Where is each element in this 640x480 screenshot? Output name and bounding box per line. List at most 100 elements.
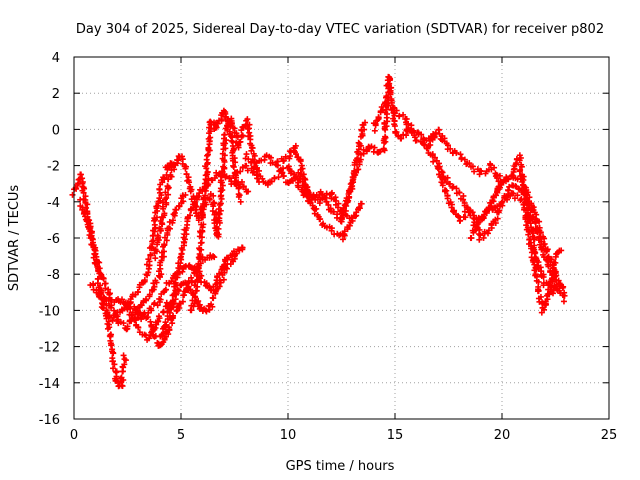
- data-point: [223, 113, 230, 120]
- data-point: [451, 207, 458, 214]
- data-point: [541, 306, 548, 313]
- data-point: [299, 175, 306, 182]
- data-point: [529, 245, 536, 252]
- data-point: [469, 163, 476, 170]
- data-point: [386, 80, 393, 87]
- data-point: [215, 206, 222, 213]
- data-point: [188, 277, 195, 284]
- data-point: [151, 333, 158, 340]
- data-point: [438, 168, 445, 175]
- data-point: [408, 122, 415, 129]
- data-point: [172, 279, 179, 286]
- data-point: [169, 217, 176, 224]
- data-point: [323, 198, 330, 205]
- data-point: [205, 144, 212, 151]
- data-point: [476, 236, 483, 243]
- data-point: [234, 142, 241, 149]
- data-point: [171, 280, 178, 287]
- data-point: [139, 313, 146, 320]
- data-point: [179, 246, 186, 253]
- y-tick-label: -10: [39, 304, 60, 319]
- data-point: [210, 192, 217, 199]
- data-point: [505, 187, 512, 194]
- data-point: [120, 320, 127, 327]
- data-point: [340, 212, 347, 219]
- data-point: [223, 137, 230, 144]
- data-point: [97, 290, 104, 297]
- data-point: [186, 212, 193, 219]
- data-point: [237, 198, 244, 205]
- data-point: [239, 132, 246, 139]
- data-point: [222, 140, 229, 147]
- data-point: [228, 137, 235, 144]
- data-point: [167, 172, 174, 179]
- data-point: [186, 179, 193, 186]
- y-tick-label: -16: [39, 413, 60, 428]
- data-point: [98, 304, 105, 311]
- data-point: [177, 260, 184, 267]
- data-point: [248, 147, 255, 154]
- data-point: [461, 156, 468, 163]
- data-point: [112, 312, 119, 319]
- data-point: [470, 212, 477, 219]
- data-point: [196, 245, 203, 252]
- data-point: [187, 286, 194, 293]
- data-point: [295, 184, 302, 191]
- data-point: [243, 162, 250, 169]
- series-track-p: [370, 99, 506, 186]
- data-point: [236, 139, 243, 146]
- data-point: [104, 325, 111, 332]
- data-point: [161, 335, 168, 342]
- data-point: [297, 158, 304, 165]
- data-point: [82, 213, 89, 220]
- data-point: [126, 300, 133, 307]
- data-point: [221, 158, 228, 165]
- data-point: [382, 133, 389, 140]
- data-point: [360, 146, 367, 153]
- data-point: [485, 230, 492, 237]
- data-point: [557, 281, 564, 288]
- data-point: [178, 251, 185, 258]
- data-point: [499, 198, 506, 205]
- data-point: [120, 364, 127, 371]
- data-point: [543, 248, 550, 255]
- data-point: [255, 167, 262, 174]
- data-point: [494, 203, 501, 210]
- data-point: [397, 135, 404, 142]
- y-tick-label: 0: [52, 123, 60, 138]
- data-point: [202, 187, 209, 194]
- data-point: [297, 166, 304, 173]
- data-point: [226, 131, 233, 138]
- y-tick-label: -8: [47, 268, 60, 283]
- data-point: [380, 145, 387, 152]
- data-point: [481, 211, 488, 218]
- data-point: [244, 167, 251, 174]
- data-point: [89, 236, 96, 243]
- data-point: [176, 269, 183, 276]
- data-point: [493, 174, 500, 181]
- data-point: [156, 195, 163, 202]
- data-point: [355, 157, 362, 164]
- data-point: [500, 178, 507, 185]
- data-point: [292, 150, 299, 157]
- data-point: [121, 356, 128, 363]
- data-point: [170, 312, 177, 319]
- data-point: [199, 211, 206, 218]
- data-point: [287, 170, 294, 177]
- y-tick-label: -4: [47, 196, 60, 211]
- data-point: [86, 225, 93, 232]
- data-point: [215, 225, 222, 232]
- data-point: [521, 191, 528, 198]
- data-point: [145, 256, 152, 263]
- data-point: [96, 259, 103, 266]
- data-point: [180, 239, 187, 246]
- data-point: [77, 171, 84, 178]
- data-point: [456, 189, 463, 196]
- data-point: [308, 196, 315, 203]
- data-point: [233, 250, 240, 257]
- data-point: [162, 286, 169, 293]
- data-point: [243, 188, 250, 195]
- data-point: [377, 148, 384, 155]
- data-points: [69, 73, 568, 390]
- series-track-h: [151, 153, 217, 262]
